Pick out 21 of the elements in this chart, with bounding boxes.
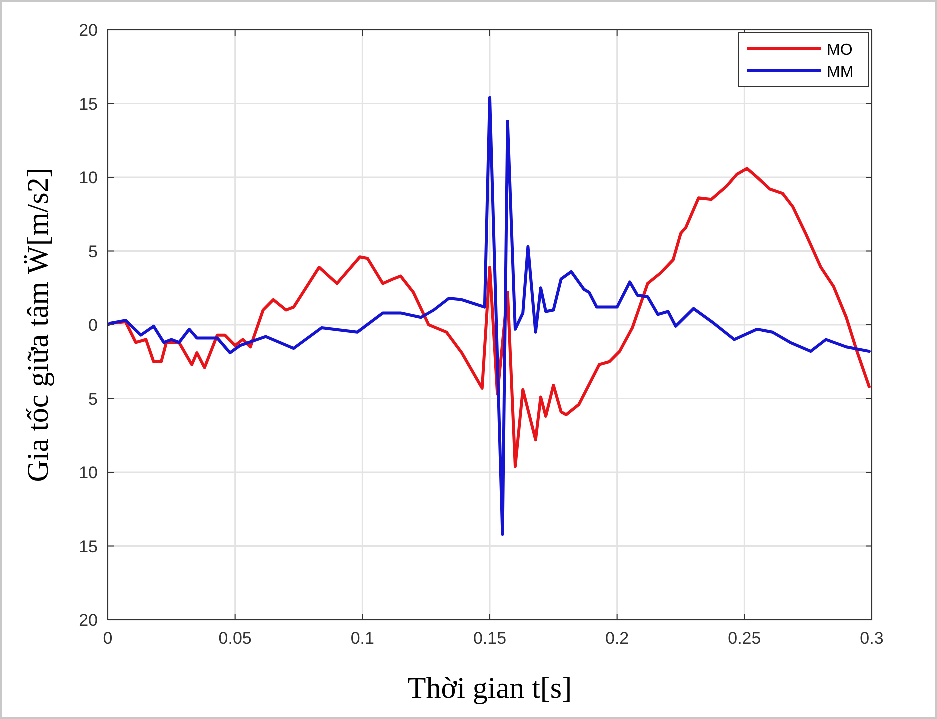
legend-label: MO xyxy=(827,42,853,59)
x-tick-label: 0.3 xyxy=(860,629,884,648)
y-tick-label: 10 xyxy=(79,464,98,482)
x-tick-label: 0.15 xyxy=(473,629,507,648)
x-axis-title: Thời gian t[s] xyxy=(408,672,572,705)
x-tick-label: 0.05 xyxy=(218,629,252,648)
y-tick-label: 0 xyxy=(88,316,98,335)
legend-label: MM xyxy=(827,64,854,81)
line-series xyxy=(108,96,871,536)
x-tick-label: 0.2 xyxy=(606,629,630,648)
x-tick-label: 0.25 xyxy=(728,629,762,648)
y-tick-label: 5 xyxy=(88,390,98,409)
x-tick-label: 0.1 xyxy=(350,629,374,648)
y-tick-label: 5 xyxy=(88,242,98,262)
y-tick-label: 15 xyxy=(79,537,98,556)
y-axis-title: Gia tốc giữa tâm Ẅ[m/s2] xyxy=(22,168,55,482)
y-tick-label: 10 xyxy=(79,168,98,188)
x-tick-label: 0 xyxy=(103,629,113,648)
y-tick-label: 20 xyxy=(79,21,98,40)
y-tick-label: 20 xyxy=(79,611,98,630)
y-tick-label: 15 xyxy=(79,94,98,114)
